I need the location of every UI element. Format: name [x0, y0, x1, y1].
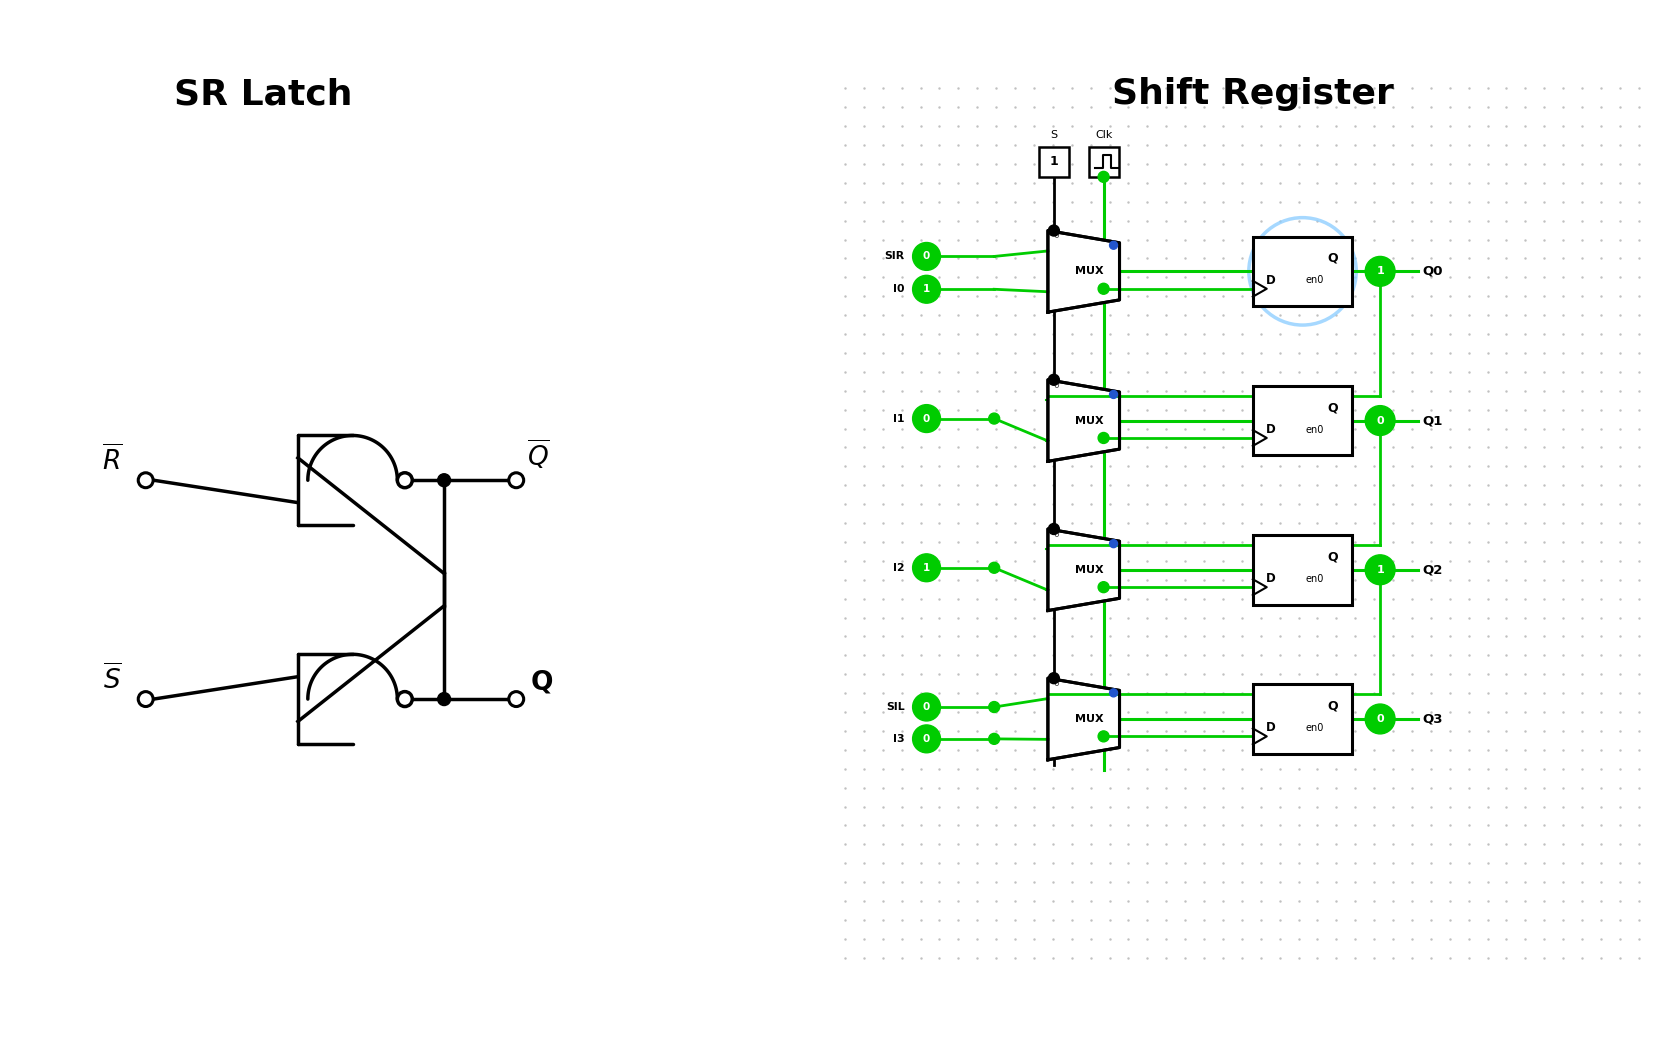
- Text: en0: en0: [1305, 722, 1324, 733]
- Circle shape: [1374, 415, 1386, 426]
- Circle shape: [1366, 554, 1394, 585]
- Text: 0: 0: [1053, 231, 1060, 240]
- Text: Q: Q: [1327, 401, 1337, 414]
- Text: MUX: MUX: [1075, 714, 1104, 723]
- Text: MUX: MUX: [1075, 267, 1104, 276]
- Text: 1: 1: [922, 285, 931, 294]
- Text: 1: 1: [1376, 267, 1384, 276]
- Bar: [1089, 147, 1119, 176]
- Polygon shape: [1048, 678, 1119, 760]
- Circle shape: [990, 413, 1000, 424]
- Circle shape: [912, 243, 941, 270]
- Circle shape: [1099, 582, 1109, 592]
- Circle shape: [1109, 540, 1117, 548]
- Circle shape: [1048, 673, 1060, 684]
- Circle shape: [1099, 433, 1109, 443]
- Polygon shape: [1048, 529, 1119, 610]
- Text: MUX: MUX: [1075, 416, 1104, 425]
- Circle shape: [990, 733, 1000, 744]
- Text: I3: I3: [894, 734, 904, 743]
- Text: Clk: Clk: [1095, 130, 1112, 140]
- Text: 0: 0: [1376, 416, 1384, 425]
- Text: $\overline{S}$: $\overline{S}$: [102, 665, 121, 695]
- Circle shape: [1374, 266, 1386, 277]
- Circle shape: [990, 701, 1000, 713]
- Text: SIL: SIL: [885, 702, 904, 712]
- Text: I2: I2: [894, 563, 904, 572]
- Text: en0: en0: [1305, 573, 1324, 584]
- Text: 0: 0: [922, 251, 931, 261]
- Circle shape: [1366, 405, 1394, 436]
- Text: SIR: SIR: [885, 251, 904, 261]
- Text: MUX: MUX: [1075, 565, 1104, 574]
- Circle shape: [1048, 524, 1060, 534]
- Circle shape: [990, 563, 1000, 573]
- Text: $\overline{Q}$: $\overline{Q}$: [526, 439, 549, 472]
- Circle shape: [1048, 225, 1060, 236]
- Circle shape: [1109, 242, 1117, 249]
- Circle shape: [1099, 284, 1109, 294]
- Circle shape: [1048, 374, 1060, 385]
- Text: I0: I0: [894, 285, 904, 294]
- Bar: [1253, 685, 1352, 754]
- Text: 1: 1: [1050, 155, 1058, 168]
- Circle shape: [438, 693, 450, 706]
- Text: $\overline{R}$: $\overline{R}$: [102, 445, 123, 477]
- Circle shape: [509, 472, 524, 487]
- Bar: [1253, 534, 1352, 605]
- Text: I1: I1: [894, 414, 904, 423]
- Circle shape: [1109, 391, 1117, 398]
- Circle shape: [912, 404, 941, 433]
- Text: en0: en0: [1305, 275, 1324, 286]
- Text: 0: 0: [1053, 380, 1060, 390]
- Circle shape: [912, 724, 941, 753]
- Circle shape: [1099, 731, 1109, 742]
- Circle shape: [912, 275, 941, 303]
- Bar: [1253, 236, 1352, 307]
- Text: S: S: [1050, 130, 1057, 140]
- Text: 0: 0: [922, 702, 931, 712]
- Circle shape: [912, 693, 941, 721]
- Bar: [1038, 147, 1068, 176]
- Text: SR Latch: SR Latch: [173, 78, 353, 111]
- Text: Q1: Q1: [1421, 414, 1441, 427]
- Bar: [1253, 385, 1352, 456]
- Circle shape: [138, 692, 153, 707]
- Circle shape: [138, 472, 153, 487]
- Polygon shape: [1048, 380, 1119, 461]
- Circle shape: [1366, 256, 1394, 287]
- Text: D: D: [1265, 423, 1275, 436]
- Text: Q: Q: [1327, 252, 1337, 265]
- Text: Q: Q: [531, 669, 553, 695]
- Circle shape: [1366, 705, 1394, 734]
- Text: D: D: [1265, 572, 1275, 585]
- Text: 1: 1: [922, 563, 931, 572]
- Circle shape: [438, 474, 450, 487]
- Text: Q0: Q0: [1421, 265, 1443, 278]
- Polygon shape: [1048, 231, 1119, 312]
- Text: Q: Q: [1327, 699, 1337, 713]
- Circle shape: [1109, 689, 1117, 697]
- Circle shape: [398, 692, 412, 707]
- Circle shape: [1099, 171, 1109, 183]
- Text: Q2: Q2: [1421, 563, 1441, 576]
- Circle shape: [398, 472, 412, 487]
- Text: 0: 0: [1053, 530, 1060, 539]
- Text: Q: Q: [1327, 550, 1337, 564]
- Text: 0: 0: [922, 734, 931, 743]
- Text: Q3: Q3: [1421, 713, 1443, 726]
- Circle shape: [1374, 564, 1386, 575]
- Text: D: D: [1265, 721, 1275, 734]
- Text: 1: 1: [1376, 565, 1384, 574]
- Text: 0: 0: [922, 414, 931, 423]
- Circle shape: [912, 553, 941, 582]
- Circle shape: [509, 692, 524, 707]
- Text: en0: en0: [1305, 424, 1324, 435]
- Text: 0: 0: [1376, 714, 1384, 723]
- Text: D: D: [1265, 274, 1275, 287]
- Text: 0: 0: [1053, 679, 1060, 688]
- Text: Shift Register: Shift Register: [1112, 78, 1394, 111]
